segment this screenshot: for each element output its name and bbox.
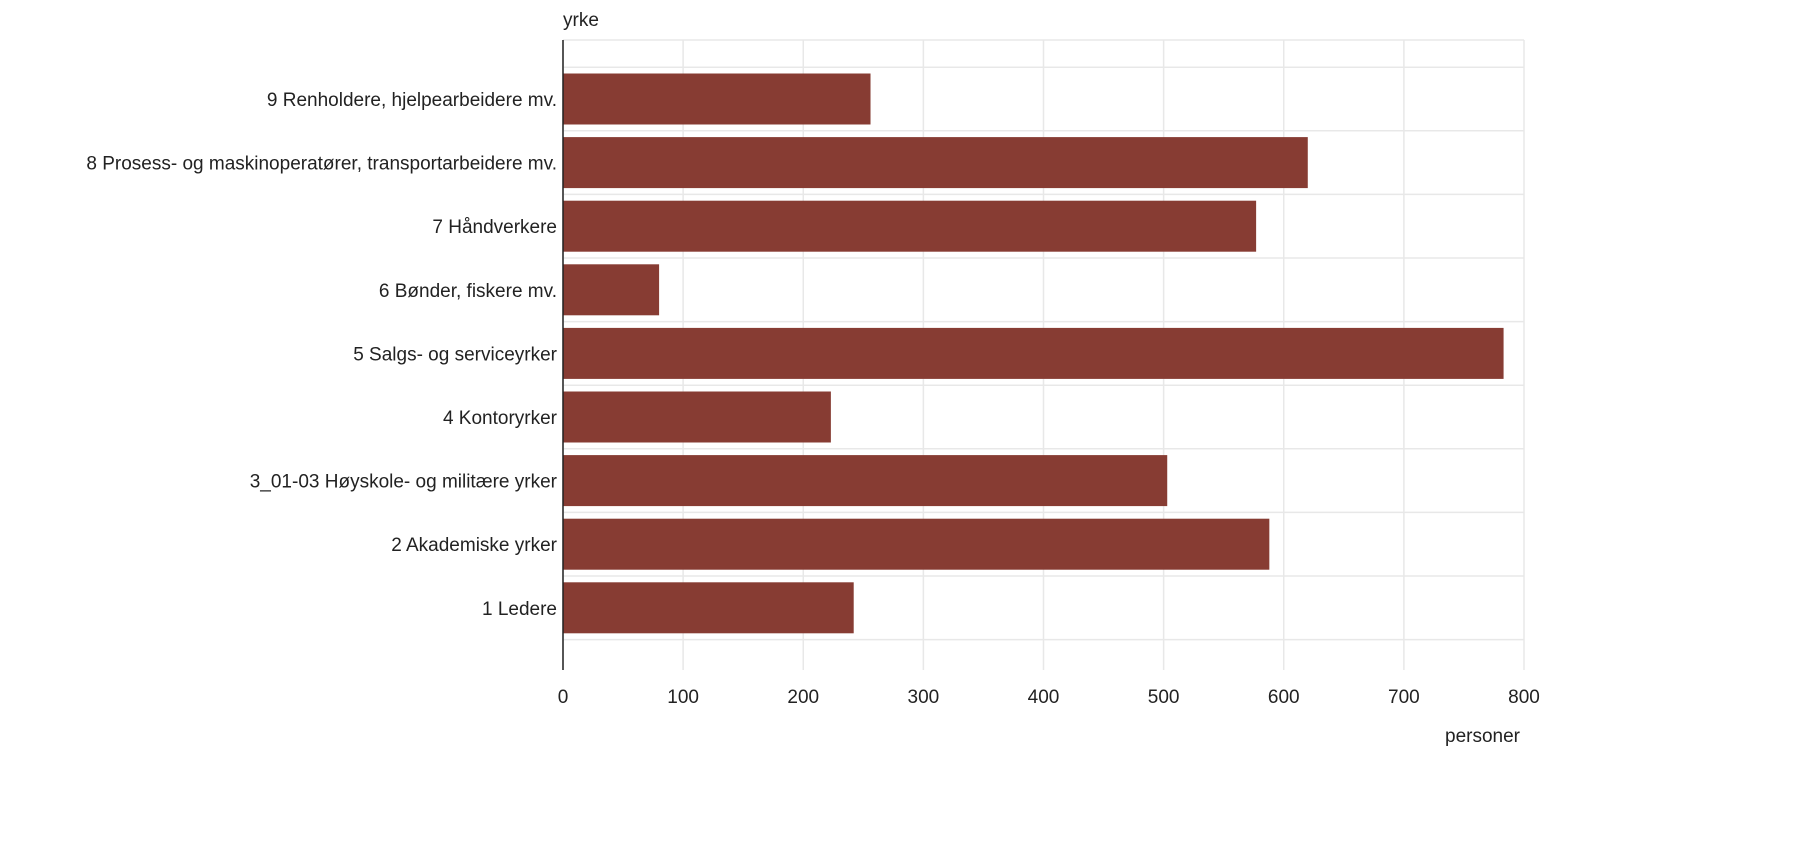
bar[interactable] (563, 582, 854, 634)
x-tick-label: 200 (787, 687, 819, 708)
x-tick-label: 600 (1268, 687, 1300, 708)
bar[interactable] (563, 73, 871, 125)
bar[interactable] (563, 137, 1308, 189)
category-label: 9 Renholdere, hjelpearbeidere mv. (267, 90, 557, 111)
x-tick-label: 800 (1508, 687, 1540, 708)
category-label: 3_01-03 Høyskole- og militære yrker (250, 472, 558, 493)
bar[interactable] (563, 518, 1270, 570)
bar[interactable] (563, 391, 831, 443)
bar-layer (563, 73, 1504, 634)
bar[interactable] (563, 455, 1168, 507)
category-label: 8 Prosess- og maskinoperatører, transpor… (86, 154, 557, 175)
category-label: 4 Kontoryrker (443, 408, 558, 429)
x-tick-label: 500 (1148, 687, 1180, 708)
category-label: 2 Akademiske yrker (391, 535, 557, 556)
category-label: 6 Bønder, fiskere mv. (379, 281, 557, 302)
x-tick-label: 400 (1028, 687, 1060, 708)
bar[interactable] (563, 264, 660, 316)
y-axis-title: yrke (563, 10, 599, 31)
category-label: 5 Salgs- og serviceyrker (353, 344, 557, 365)
bar[interactable] (563, 200, 1257, 252)
x-axis-title: personer (1445, 726, 1521, 747)
x-tick-label: 0 (558, 687, 569, 708)
x-tick-label: 300 (908, 687, 940, 708)
bar[interactable] (563, 327, 1504, 379)
label-layer: 0 100 200 300 400 500 600 700 800 9 Renholdere, h… (86, 90, 1539, 708)
category-label: 1 Ledere (482, 599, 557, 620)
category-label: 7 Håndverkere (432, 217, 557, 238)
x-tick-label: 700 (1388, 687, 1420, 708)
x-tick-label: 100 (667, 687, 699, 708)
